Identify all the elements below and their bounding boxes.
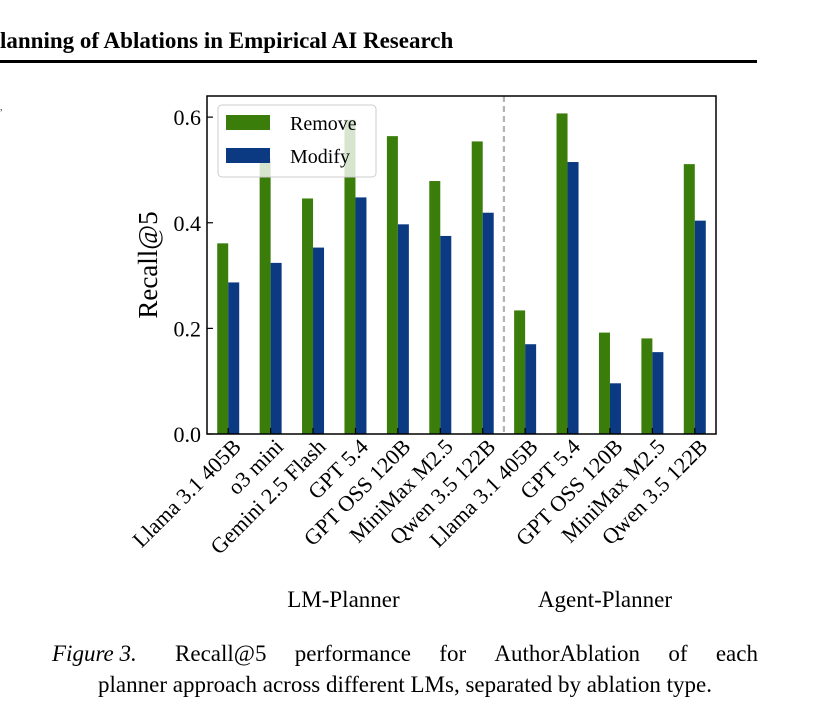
legend: Remove Modify <box>217 104 377 178</box>
bar-remove-3 <box>302 198 314 434</box>
bar-modify-11 <box>652 352 664 434</box>
bar-remove-10 <box>598 332 610 434</box>
caption-word: performance <box>294 641 411 666</box>
legend-label-modify: Modify <box>290 146 350 168</box>
page-edge-mark: , <box>0 102 3 113</box>
bar-remove-4 <box>344 119 356 435</box>
bar-modify-5 <box>397 224 409 434</box>
group-label-2: Agent-Planner <box>538 587 672 612</box>
bar-remove-8 <box>514 310 526 434</box>
y-tick-label: 0.0 <box>174 422 202 447</box>
bar-modify-3 <box>313 247 325 434</box>
caption-word: for <box>439 641 467 666</box>
bar-remove-1 <box>217 243 229 434</box>
legend-label-remove: Remove <box>290 113 357 135</box>
y-axis: 0.0 0.2 0.4 0.6 <box>174 105 213 447</box>
bar-remove-7 <box>471 141 483 435</box>
bar-remove-12 <box>683 164 695 434</box>
running-header: lanning of Ablations in Empirical AI Res… <box>0 28 454 53</box>
bar-modify-4 <box>355 197 367 434</box>
y-axis-label: Recall@5 <box>133 211 163 318</box>
bar-modify-8 <box>525 344 537 434</box>
caption-word: each <box>715 641 758 666</box>
figure-label: Figure 3. <box>52 641 137 666</box>
bar-remove-11 <box>641 338 653 434</box>
bar-modify-2 <box>270 262 282 434</box>
plot-frame <box>206 95 717 435</box>
bars-layer <box>217 113 706 435</box>
legend-swatch-modify <box>226 148 270 163</box>
caption-word: AuthorAblation <box>494 641 641 666</box>
bar-modify-10 <box>609 383 621 434</box>
caption-line-1: Figure 3. Recall@5 performance for AuthorAb… <box>52 638 758 669</box>
y-tick-label: 0.4 <box>174 211 202 236</box>
group-labels: LM-Planner Agent-Planner <box>287 587 672 612</box>
bar-modify-6 <box>440 235 452 434</box>
y-tick-label: 0.6 <box>174 105 202 130</box>
header-rule <box>0 60 757 63</box>
caption-word: Recall@5 <box>175 641 267 666</box>
bar-modify-7 <box>482 212 494 434</box>
bar-modify-9 <box>567 162 579 434</box>
legend-swatch-remove <box>226 115 270 130</box>
caption-line-2: planner approach across different LMs, s… <box>98 672 712 697</box>
bar-modify-1 <box>228 282 240 434</box>
y-tick-label: 0.2 <box>174 316 202 341</box>
group-label-1: LM-Planner <box>287 587 400 612</box>
caption-word: of <box>668 641 688 666</box>
bar-remove-5 <box>386 136 398 434</box>
bar-modify-12 <box>694 220 706 434</box>
figure-caption: Figure 3. Recall@5 performance for AuthorAb… <box>52 638 758 700</box>
bar-remove-6 <box>429 181 441 434</box>
bar-remove-2 <box>259 158 271 434</box>
bar-remove-9 <box>556 113 568 435</box>
